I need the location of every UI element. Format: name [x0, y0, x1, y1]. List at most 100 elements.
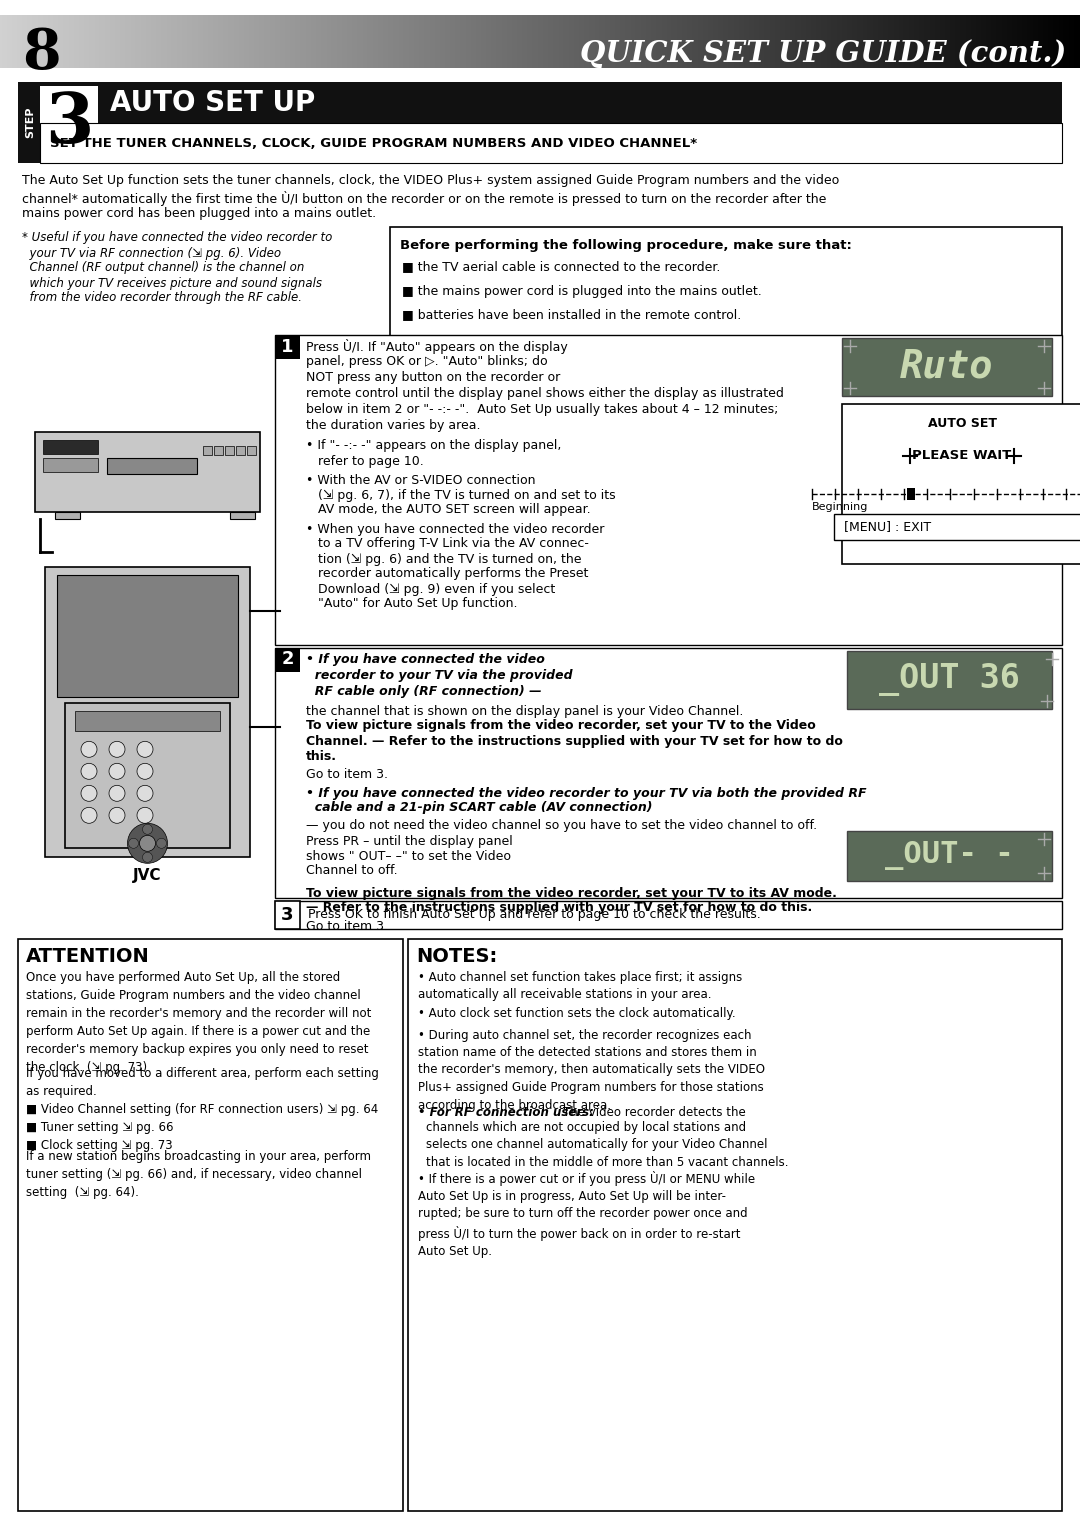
Text: ATTENTION: ATTENTION: [26, 946, 150, 966]
Circle shape: [137, 763, 153, 780]
Text: STEP: STEP: [25, 107, 35, 139]
Bar: [230, 513, 255, 519]
Text: Press PR – until the display panel: Press PR – until the display panel: [306, 835, 513, 847]
Bar: [907, 487, 915, 499]
Text: 1: 1: [281, 337, 294, 356]
Text: * Useful if you have connected the video recorder to: * Useful if you have connected the video…: [22, 232, 333, 244]
Circle shape: [109, 786, 125, 801]
Circle shape: [81, 763, 97, 780]
Text: SET THE TUNER CHANNELS, CLOCK, GUIDE PROGRAM NUMBERS AND VIDEO CHANNEL*: SET THE TUNER CHANNELS, CLOCK, GUIDE PRO…: [50, 137, 697, 150]
Text: refer to page 10.: refer to page 10.: [306, 455, 423, 467]
Text: If a new station begins broadcasting in your area, perform
tuner setting (⇲ pg. : If a new station begins broadcasting in …: [26, 1151, 372, 1199]
Circle shape: [137, 742, 153, 757]
Text: the channel that is shown on the display panel is your Video Channel.: the channel that is shown on the display…: [306, 705, 743, 717]
Circle shape: [81, 742, 97, 757]
Text: mains power cord has been plugged into a mains outlet.: mains power cord has been plugged into a…: [22, 208, 376, 220]
Text: AV mode, the AUTO SET screen will appear.: AV mode, the AUTO SET screen will appear…: [306, 504, 591, 516]
Bar: [834, 514, 1080, 540]
Text: To view picture signals from the video recorder, set your TV to the Video: To view picture signals from the video r…: [306, 719, 815, 732]
Bar: [45, 568, 249, 858]
Text: to a TV offering T-V Link via the AV connec-: to a TV offering T-V Link via the AV con…: [306, 537, 589, 551]
Text: your TV via RF connection (⇲ pg. 6). Video: your TV via RF connection (⇲ pg. 6). Vid…: [22, 247, 281, 259]
Bar: [225, 446, 234, 455]
Text: AUTO SET: AUTO SET: [928, 417, 997, 430]
Bar: [275, 900, 1062, 928]
Circle shape: [137, 786, 153, 801]
Circle shape: [127, 824, 167, 864]
Bar: [40, 85, 98, 159]
Text: Press Ù/I. If "Auto" appears on the display: Press Ù/I. If "Auto" appears on the disp…: [306, 339, 568, 354]
Bar: [35, 432, 260, 513]
Text: _OUT- -: _OUT- -: [886, 841, 1014, 870]
Circle shape: [139, 835, 156, 852]
Bar: [275, 647, 1062, 897]
Circle shape: [81, 786, 97, 801]
Bar: [57, 575, 238, 697]
Text: Before performing the following procedure, make sure that:: Before performing the following procedur…: [400, 238, 852, 252]
Text: If you have moved to a different area, perform each setting
as required.
■ Video: If you have moved to a different area, p…: [26, 1068, 379, 1152]
Bar: [275, 900, 300, 928]
Text: • Auto clock set function sets the clock automatically.: • Auto clock set function sets the clock…: [418, 1007, 735, 1019]
Bar: [55, 513, 80, 519]
Text: recorder to your TV via the provided: recorder to your TV via the provided: [306, 668, 572, 682]
Circle shape: [81, 807, 97, 824]
Text: • During auto channel set, the recorder recognizes each
station name of the dete: • During auto channel set, the recorder …: [418, 1029, 765, 1111]
Text: cable and a 21-pin SCART cable (AV connection): cable and a 21-pin SCART cable (AV conne…: [306, 801, 652, 815]
Text: PLEASE WAIT: PLEASE WAIT: [913, 449, 1012, 462]
Text: • If you have connected the video: • If you have connected the video: [306, 653, 545, 665]
Text: from the video recorder through the RF cable.: from the video recorder through the RF c…: [22, 291, 302, 305]
Text: Download (⇲ pg. 9) even if you select: Download (⇲ pg. 9) even if you select: [306, 583, 555, 595]
Circle shape: [109, 763, 125, 780]
Bar: [107, 458, 197, 475]
Text: Go to item 3.: Go to item 3.: [306, 769, 388, 781]
Text: • When you have connected the video recorder: • When you have connected the video reco…: [306, 522, 605, 536]
Text: shows " OUT– –" to set the Video: shows " OUT– –" to set the Video: [306, 850, 511, 862]
Text: • If "- -:- -" appears on the display panel,: • If "- -:- -" appears on the display pa…: [306, 439, 562, 453]
Text: 8: 8: [22, 26, 60, 81]
Bar: [275, 334, 300, 359]
Bar: [75, 711, 220, 731]
Text: [MENU] : EXIT: [MENU] : EXIT: [843, 520, 931, 533]
Bar: [275, 647, 300, 671]
Text: "Auto" for Auto Set Up function.: "Auto" for Auto Set Up function.: [306, 598, 517, 610]
Bar: [847, 830, 1052, 881]
Text: this.: this.: [306, 749, 337, 763]
Text: • If there is a power cut or if you press Ù/I or MENU while
Auto Set Up is in pr: • If there is a power cut or if you pres…: [418, 1170, 755, 1259]
Circle shape: [137, 807, 153, 824]
Text: QUICK SET UP GUIDE (cont.): QUICK SET UP GUIDE (cont.): [580, 38, 1066, 67]
Bar: [842, 337, 1052, 395]
Text: The Auto Set Up function sets the tuner channels, clock, the VIDEO Plus+ system : The Auto Set Up function sets the tuner …: [22, 174, 839, 188]
Text: • If you have connected the video recorder to your TV via both the provided RF: • If you have connected the video record…: [306, 786, 866, 800]
Text: (⇲ pg. 6, 7), if the TV is turned on and set to its: (⇲ pg. 6, 7), if the TV is turned on and…: [306, 488, 616, 502]
Bar: [43, 439, 98, 455]
Text: The video recorder detects the: The video recorder detects the: [563, 1106, 746, 1120]
Bar: [18, 82, 1062, 163]
Bar: [214, 446, 222, 455]
Bar: [43, 458, 98, 472]
Circle shape: [109, 742, 125, 757]
Text: channel* automatically the first time the Ù/I button on the recorder or on the r: channel* automatically the first time th…: [22, 191, 826, 206]
Bar: [275, 334, 1062, 644]
Text: • With the AV or S-VIDEO connection: • With the AV or S-VIDEO connection: [306, 473, 536, 487]
Circle shape: [143, 853, 152, 862]
Text: ■ the mains power cord is plugged into the mains outlet.: ■ the mains power cord is plugged into t…: [402, 284, 761, 298]
Text: below in item 2 or "- -:- -".  Auto Set Up usually takes about 4 – 12 minutes;: below in item 2 or "- -:- -". Auto Set U…: [306, 403, 779, 417]
Text: JVC: JVC: [133, 868, 162, 884]
Circle shape: [143, 824, 152, 835]
Text: AUTO SET UP: AUTO SET UP: [110, 89, 315, 118]
Text: — you do not need the video channel so you have to set the video channel to off.: — you do not need the video channel so y…: [306, 818, 818, 832]
Text: RF cable only (RF connection) —: RF cable only (RF connection) —: [306, 685, 542, 697]
Text: which your TV receives picture and sound signals: which your TV receives picture and sound…: [22, 276, 322, 290]
Circle shape: [157, 838, 166, 848]
Text: To view picture signals from the video recorder, set your TV to its AV mode.: To view picture signals from the video r…: [306, 887, 837, 899]
Bar: [40, 122, 1062, 163]
Text: NOT press any button on the recorder or: NOT press any button on the recorder or: [306, 371, 561, 385]
Text: Channel. — Refer to the instructions supplied with your TV set for how to do: Channel. — Refer to the instructions sup…: [306, 734, 842, 748]
Text: remote control until the display panel shows either the display as illustrated: remote control until the display panel s…: [306, 388, 784, 400]
Text: Press OK to finish Auto Set Up and refer to page 10 to check the results.: Press OK to finish Auto Set Up and refer…: [308, 908, 760, 922]
Text: Beginning: Beginning: [812, 502, 868, 511]
Text: 3: 3: [281, 905, 294, 923]
Bar: [842, 403, 1080, 563]
Text: Ruto: Ruto: [901, 348, 994, 386]
Bar: [390, 226, 1062, 345]
